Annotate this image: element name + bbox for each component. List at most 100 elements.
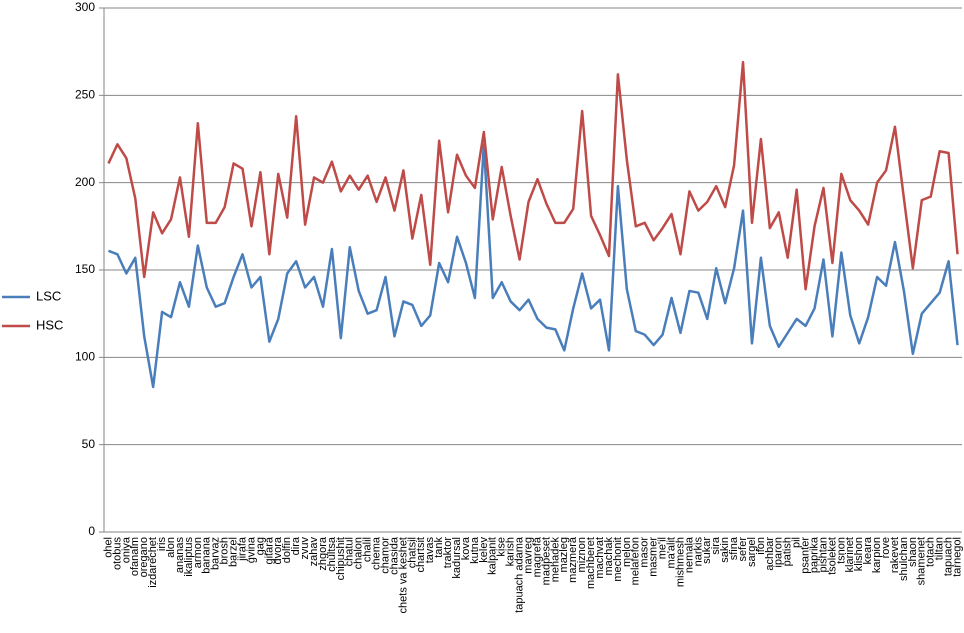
x-tick-label: iparon bbox=[773, 537, 785, 568]
x-tick-label: ifon bbox=[755, 537, 767, 555]
x-tick-label: chultsa bbox=[326, 536, 338, 572]
x-tick-label: masor bbox=[639, 537, 651, 568]
x-tick-label: kise bbox=[496, 537, 508, 557]
legend-label: HSC bbox=[36, 317, 63, 332]
x-tick-label: tapuach bbox=[943, 537, 955, 576]
x-tick-label: chamor bbox=[379, 537, 391, 574]
x-tick-label: rove bbox=[880, 537, 892, 558]
x-tick-label: sargel bbox=[746, 537, 758, 567]
x-tick-label: chatul bbox=[344, 537, 356, 566]
x-tick-label: ofanaim bbox=[129, 537, 141, 576]
legend-label: LSC bbox=[36, 288, 61, 303]
x-tick-label: melafefon bbox=[630, 537, 642, 585]
y-tick-label: 100 bbox=[75, 350, 95, 364]
x-tick-label: izdarechet bbox=[147, 537, 159, 588]
x-tick-label: masmer bbox=[648, 537, 660, 577]
y-tick-label: 50 bbox=[82, 437, 96, 451]
x-tick-label: traktor bbox=[442, 537, 454, 569]
y-tick-label: 300 bbox=[75, 0, 95, 14]
x-tick-label: zahav bbox=[308, 537, 320, 567]
x-tick-label: sfina bbox=[728, 536, 740, 560]
x-tick-label: sefer bbox=[737, 537, 749, 562]
x-tick-label: barvaz bbox=[210, 537, 222, 570]
x-tick-label: sakin bbox=[719, 537, 731, 563]
x-tick-label: pishtan bbox=[817, 537, 829, 572]
y-tick-label: 200 bbox=[75, 175, 95, 189]
x-tick-label: armon bbox=[192, 537, 204, 568]
x-tick-label: psanter bbox=[800, 537, 812, 574]
x-tick-label: patish bbox=[782, 537, 794, 566]
x-tick-label: otobus bbox=[111, 537, 123, 571]
x-tick-label: keara bbox=[862, 536, 874, 564]
x-tick-label: melon bbox=[621, 537, 633, 567]
x-tick-label: shulchan bbox=[898, 537, 910, 581]
x-tick-label: sukar bbox=[701, 537, 713, 564]
x-tick-label: chipushit bbox=[335, 537, 347, 580]
x-tick-label: oregano bbox=[138, 537, 150, 577]
x-tick-label: chalil bbox=[362, 537, 374, 562]
x-tick-label: chatsil bbox=[406, 537, 418, 568]
x-tick-label: me'il bbox=[657, 537, 669, 559]
x-tick-label: dolfin bbox=[281, 537, 293, 563]
y-tick-label: 0 bbox=[88, 524, 95, 538]
x-tick-label: gvina bbox=[245, 536, 257, 563]
x-tick-label: brosh bbox=[219, 537, 231, 565]
x-tick-label: ma'alit bbox=[665, 537, 677, 568]
x-tick-label: machberet bbox=[585, 537, 597, 589]
series-line bbox=[107, 60, 959, 291]
series-line bbox=[108, 142, 959, 389]
x-tick-label: iris bbox=[156, 537, 168, 552]
x-tick-label: banana bbox=[201, 536, 213, 574]
x-tick-label: chema bbox=[371, 536, 383, 570]
x-tick-label: klishon bbox=[853, 537, 865, 571]
x-tick-label: shamenet bbox=[916, 537, 928, 585]
x-tick-label: zhgora bbox=[317, 536, 329, 571]
x-tick-label: alon bbox=[165, 537, 177, 558]
x-tick-label: kova bbox=[460, 536, 472, 560]
x-tick-label: tarnegol bbox=[951, 537, 963, 577]
x-tick-label: jirafa bbox=[236, 536, 248, 562]
x-tick-label: tapuach adama bbox=[514, 536, 526, 613]
x-tick-label: chalon bbox=[353, 537, 365, 569]
x-tick-label: kalpanit bbox=[487, 537, 499, 575]
x-tick-label: madpeset bbox=[540, 537, 552, 585]
x-tick-label: tiltan bbox=[934, 537, 946, 560]
x-tick-label: dvora bbox=[272, 536, 284, 564]
x-tick-label: paprika bbox=[808, 536, 820, 573]
x-tick-label: tavas bbox=[424, 537, 436, 564]
y-tick-label: 150 bbox=[75, 262, 95, 276]
x-tick-label: ananas bbox=[174, 537, 186, 574]
x-tick-label: zvuv bbox=[299, 537, 311, 560]
x-tick-label: barzel bbox=[228, 537, 240, 567]
x-tick-label: mazleg bbox=[558, 537, 570, 572]
x-tick-label: ohel bbox=[102, 537, 114, 558]
y-tick-label: 250 bbox=[75, 88, 95, 102]
x-tick-label: tsoleket bbox=[826, 537, 838, 575]
x-tick-label: mehadek bbox=[549, 537, 561, 583]
x-tick-label: klarinet bbox=[844, 537, 856, 572]
x-tick-label: gitara bbox=[263, 536, 275, 564]
x-tick-label: nemala bbox=[683, 536, 695, 573]
x-tick-label: tank bbox=[433, 537, 445, 558]
x-tick-label: karish bbox=[505, 537, 517, 566]
x-tick-label: sira bbox=[710, 536, 722, 555]
x-tick-label: pil bbox=[791, 537, 803, 548]
x-tick-label: kadursal bbox=[451, 537, 463, 579]
x-tick-label: miznon bbox=[576, 537, 588, 572]
x-tick-label: narkis bbox=[692, 537, 704, 567]
x-tick-label: dira bbox=[290, 536, 302, 555]
x-tick-label: mavreg bbox=[522, 537, 534, 574]
x-tick-label: totach bbox=[925, 537, 937, 567]
x-tick-label: tsnon bbox=[835, 537, 847, 564]
x-tick-label: chasida bbox=[388, 536, 400, 575]
x-tick-label: kutna bbox=[469, 536, 481, 564]
x-tick-label: rakevet bbox=[889, 537, 901, 573]
x-tick-label: mechonit bbox=[612, 537, 624, 582]
x-tick-label: mazmera bbox=[567, 536, 579, 583]
x-tick-label: ikaliptus bbox=[183, 537, 195, 577]
x-tick-label: mishmesh bbox=[674, 537, 686, 587]
x-tick-label: machvat bbox=[594, 537, 606, 579]
x-tick-label: magrefa bbox=[531, 536, 543, 577]
x-tick-label: chets va keshet bbox=[397, 537, 409, 613]
